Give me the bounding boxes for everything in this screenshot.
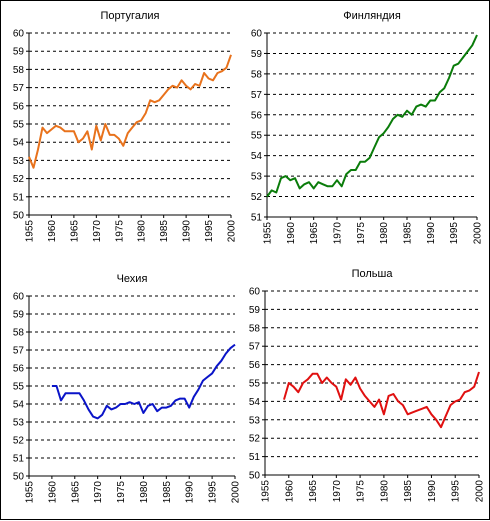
- portugal-y-tick-label: 56: [13, 101, 25, 112]
- czech-x-tick-label: 1990: [185, 481, 196, 504]
- portugal-y-tick-label: 55: [13, 120, 25, 131]
- poland-x-tick-label: 1985: [403, 480, 414, 503]
- poland-x-tick-label: 1960: [284, 480, 295, 503]
- portugal-y-tick-label: 54: [13, 138, 25, 149]
- czech-y-tick-label: 56: [13, 364, 25, 375]
- poland-x-tick-label: 1995: [451, 480, 462, 503]
- poland-y-tick-label: 59: [249, 305, 261, 316]
- portugal-y-tick-label: 53: [13, 156, 25, 167]
- poland-y-tick-label: 54: [249, 397, 261, 408]
- finland-x-tick-label: 1960: [286, 222, 297, 245]
- poland-x-tick-label: 1970: [332, 480, 343, 503]
- poland-y-tick-label: 52: [249, 434, 261, 445]
- finland-y-tick-label: 53: [251, 172, 263, 183]
- finland-y-tick-label: 54: [251, 151, 263, 162]
- portugal-y-tick-label: 60: [13, 29, 25, 40]
- poland-x-tick-label: 1980: [379, 480, 390, 503]
- portugal-title: Португалия: [101, 10, 160, 22]
- finland-x-tick-label: 1985: [403, 222, 414, 245]
- portugal-x-tick-label: 1990: [182, 220, 193, 243]
- czech-y-tick-label: 59: [13, 310, 25, 321]
- poland-x-tick-label: 1975: [356, 480, 367, 503]
- poland-y-tick-label: 57: [249, 342, 261, 353]
- portugal-x-tick-label: 1995: [204, 220, 215, 243]
- czech-y-tick-label: 60: [13, 292, 25, 303]
- czech-x-tick-label: 2000: [231, 481, 242, 504]
- czech-x-tick-label: 1955: [25, 481, 36, 504]
- poland-y-tick-label: 58: [249, 323, 261, 334]
- czech-x-tick-label: 1985: [162, 481, 173, 504]
- finland-x-tick-label: 1975: [356, 222, 367, 245]
- portugal-y-tick-label: 58: [13, 65, 25, 76]
- portugal-y-tick-label: 50: [13, 211, 25, 222]
- poland-y-tick-label: 56: [249, 360, 261, 371]
- finland-y-tick-label: 58: [251, 69, 263, 80]
- finland-series-line: [266, 34, 478, 198]
- portugal-x-tick-label: 1975: [114, 220, 125, 243]
- poland-series-line: [283, 371, 480, 429]
- poland-y-tick-label: 60: [249, 287, 261, 298]
- portugal-series-line: [28, 54, 232, 169]
- portugal-x-tick-label: 1985: [159, 220, 170, 243]
- portugal-y-tick-label: 52: [13, 174, 25, 185]
- czech-y-tick-label: 50: [13, 472, 25, 483]
- czech-series-line: [51, 343, 236, 420]
- poland-y-tick-label: 50: [249, 471, 261, 482]
- czech-x-tick-label: 1960: [47, 481, 58, 504]
- finland-y-tick-label: 59: [251, 49, 263, 60]
- czech-title: Чехия: [117, 273, 148, 285]
- finland-x-tick-label: 1995: [449, 222, 460, 245]
- czech-y-tick-label: 51: [13, 454, 25, 465]
- portugal-y-tick-label: 57: [13, 83, 25, 94]
- czech-y-tick-label: 55: [13, 382, 25, 393]
- czech-y-tick-label: 53: [13, 418, 25, 429]
- poland-x-tick-label: 1990: [427, 480, 438, 503]
- poland-y-tick-label: 51: [249, 452, 261, 463]
- czech-y-tick-label: 54: [13, 400, 25, 411]
- finland-y-tick-label: 55: [251, 131, 263, 142]
- poland-x-tick-label: 2000: [475, 480, 486, 503]
- finland-y-tick-label: 51: [251, 213, 263, 224]
- poland-y-tick-label: 55: [249, 379, 261, 390]
- portugal-x-tick-label: 1980: [137, 220, 148, 243]
- poland-x-tick-label: 1965: [308, 480, 319, 503]
- finland-y-tick-label: 56: [251, 110, 263, 121]
- czech-x-tick-label: 1970: [93, 481, 104, 504]
- czech-x-tick-label: 1980: [139, 481, 150, 504]
- czech-x-tick-label: 1975: [116, 481, 127, 504]
- portugal-x-tick-label: 1960: [47, 220, 58, 243]
- finland-y-tick-label: 57: [251, 90, 263, 101]
- finland-title: Финляндия: [343, 10, 401, 22]
- portugal-x-tick-label: 1970: [92, 220, 103, 243]
- czech-y-tick-label: 58: [13, 328, 25, 339]
- portugal-y-tick-label: 51: [13, 192, 25, 203]
- finland-x-tick-label: 1965: [309, 222, 320, 245]
- poland-y-tick-label: 53: [249, 415, 261, 426]
- czech-x-tick-label: 1965: [70, 481, 81, 504]
- finland-x-tick-label: 1980: [379, 222, 390, 245]
- portugal-y-tick-label: 59: [13, 47, 25, 58]
- portugal-x-tick-label: 2000: [227, 220, 238, 243]
- finland-y-tick-label: 52: [251, 192, 263, 203]
- finland-x-tick-label: 1955: [263, 222, 274, 245]
- czech-y-tick-label: 57: [13, 346, 25, 357]
- finland-y-tick-label: 60: [251, 29, 263, 40]
- finland-x-tick-label: 2000: [473, 222, 484, 245]
- czech-x-tick-label: 1995: [208, 481, 219, 504]
- czech-y-tick-label: 52: [13, 436, 25, 447]
- finland-x-tick-label: 1970: [333, 222, 344, 245]
- finland-x-tick-label: 1990: [426, 222, 437, 245]
- poland-x-tick-label: 1955: [261, 480, 272, 503]
- poland-title: Польша: [352, 268, 394, 280]
- portugal-x-tick-label: 1965: [69, 220, 80, 243]
- portugal-x-tick-label: 1955: [25, 220, 36, 243]
